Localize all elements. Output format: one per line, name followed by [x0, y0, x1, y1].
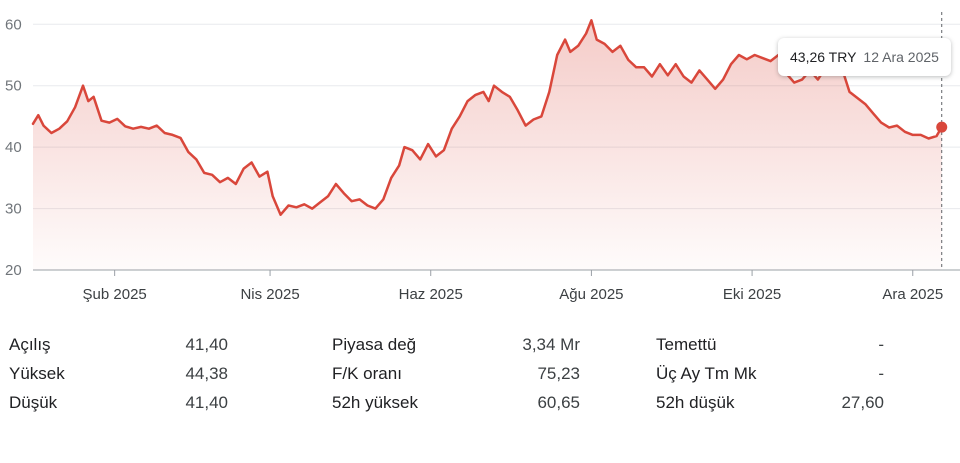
y-tick-label: 50 [5, 78, 22, 95]
stat-value-market-cap: 3,34 Mr [522, 335, 580, 354]
y-tick-label: 20 [5, 262, 22, 279]
stat-label-52w-low: 52h düşük [656, 393, 735, 412]
stat-label-52w-high: 52h yüksek [332, 393, 418, 412]
stat-value-open: 41,40 [185, 335, 228, 354]
stat-row: Düşük 41,40 52h yüksek 60,65 52h düşük 2… [0, 390, 960, 419]
tooltip-price: 43,26 TRY [790, 49, 857, 65]
y-axis: 20 30 40 50 60 [5, 16, 22, 279]
key-stats-table: Açılış 41,40 Piyasa değ 3,34 Mr Temettü … [0, 332, 960, 419]
stat-value-dividend: - [878, 335, 884, 354]
price-area [33, 20, 942, 270]
stat-value-quarterly-div: - [878, 364, 884, 383]
stat-row: Açılış 41,40 Piyasa değ 3,34 Mr Temettü … [0, 332, 960, 361]
stat-label-quarterly-div: Üç Ay Tm Mk [656, 364, 757, 383]
y-tick-label: 40 [5, 139, 22, 156]
x-tick-label: Şub 2025 [83, 286, 147, 303]
stat-label-dividend: Temettü [656, 335, 717, 354]
stat-label-open: Açılış [9, 335, 51, 354]
y-tick-label: 60 [5, 16, 22, 33]
x-tick-label: Eki 2025 [723, 286, 781, 303]
x-axis: Şub 2025 Nis 2025 Haz 2025 Ağu 2025 Eki 2025… [83, 270, 943, 303]
stat-label-high: Yüksek [9, 364, 65, 383]
stat-label-low: Düşük [9, 393, 58, 412]
current-price-marker [936, 121, 948, 133]
x-tick-label: Nis 2025 [240, 286, 299, 303]
price-tooltip: 43,26 TRY 12 Ara 2025 [778, 38, 951, 76]
stat-value-52w-high: 60,65 [537, 393, 580, 412]
stat-value-52w-low: 27,60 [841, 393, 884, 412]
stat-row: Yüksek 44,38 F/K oranı 75,23 Üç Ay Tm Mk… [0, 361, 960, 390]
x-tick-label: Haz 2025 [399, 286, 463, 303]
x-tick-label: Ara 2025 [882, 286, 943, 303]
x-tick-label: Ağu 2025 [559, 286, 623, 303]
tooltip-date: 12 Ara 2025 [863, 49, 939, 65]
stat-label-pe-ratio: F/K oranı [332, 364, 402, 383]
price-chart[interactable]: 20 30 40 50 60 Şub 2025 Nis 2025 Haz 2025 Ağu 2… [0, 0, 960, 315]
stat-value-high: 44,38 [185, 364, 228, 383]
stat-value-low: 41,40 [185, 393, 228, 412]
y-tick-label: 30 [5, 201, 22, 218]
stat-value-pe-ratio: 75,23 [537, 364, 580, 383]
stat-label-market-cap: Piyasa değ [332, 335, 417, 354]
